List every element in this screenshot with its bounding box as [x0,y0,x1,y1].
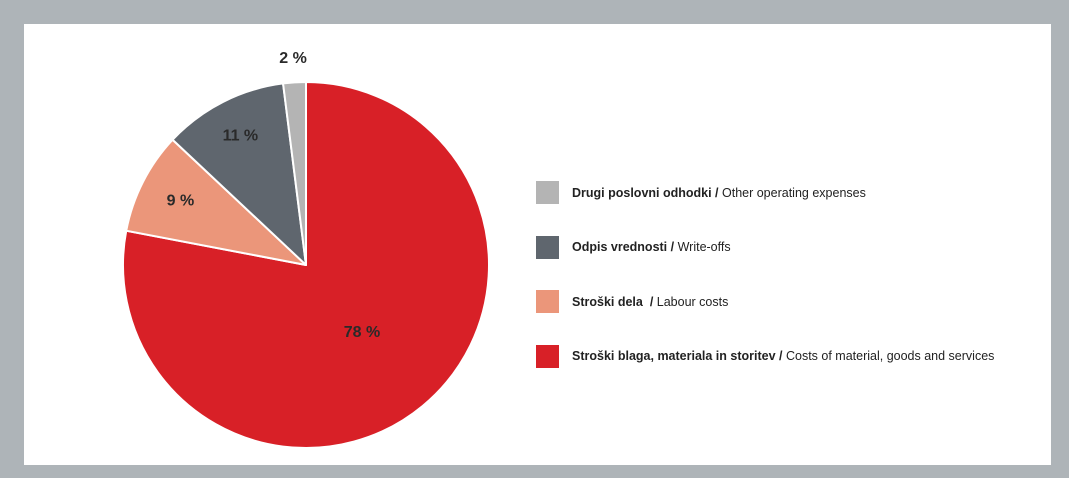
legend-label-en: Write-offs [677,240,731,254]
slice-value-label: 78 % [344,324,380,341]
chart-legend: Drugi poslovni odhodki / Other operating… [536,179,994,370]
legend-label-en: Labour costs [656,294,729,309]
legend-label-sl: Stroški dela [572,294,643,309]
pie-slice [122,81,490,449]
pie-slice [282,81,307,266]
legend-item: Odpis vrednosti / Write-offs [536,234,994,261]
legend-item: Stroški blaga, materiala in storitev / C… [536,343,994,370]
pie-slice [171,82,307,266]
legend-swatch [536,290,559,313]
legend-item: Stroški dela / Labour costs [536,288,994,315]
legend-label-en: Costs of material, goods and services [785,349,995,363]
chart-panel: 78 % 9 % 11 % 2 % Drugi poslovni odhodki / … [24,24,1051,465]
legend-swatch [536,181,559,204]
legend-item: Drugi poslovni odhodki / Other operating… [536,179,994,206]
legend-separator: / [642,294,657,309]
legend-swatch [536,235,559,259]
legend-swatch [536,344,559,368]
pie-chart: 78 % 9 % 11 % 2 % [122,50,490,449]
slice-value-label: 9 % [167,193,195,210]
legend-separator: / [667,240,678,254]
legend-label-sl: Odpis vrednosti [572,240,668,254]
legend-separator: / [775,349,786,363]
legend-label-sl: Stroški blaga, materiala in storitev [572,349,776,363]
legend-separator: / [711,185,722,200]
slice-value-label: 11 % [223,128,259,145]
legend-label-sl: Drugi poslovni odhodki [572,185,712,200]
legend-label-en: Other operating expenses [722,185,866,200]
pie-slice [125,138,307,266]
slice-value-label: 2 % [279,50,307,67]
